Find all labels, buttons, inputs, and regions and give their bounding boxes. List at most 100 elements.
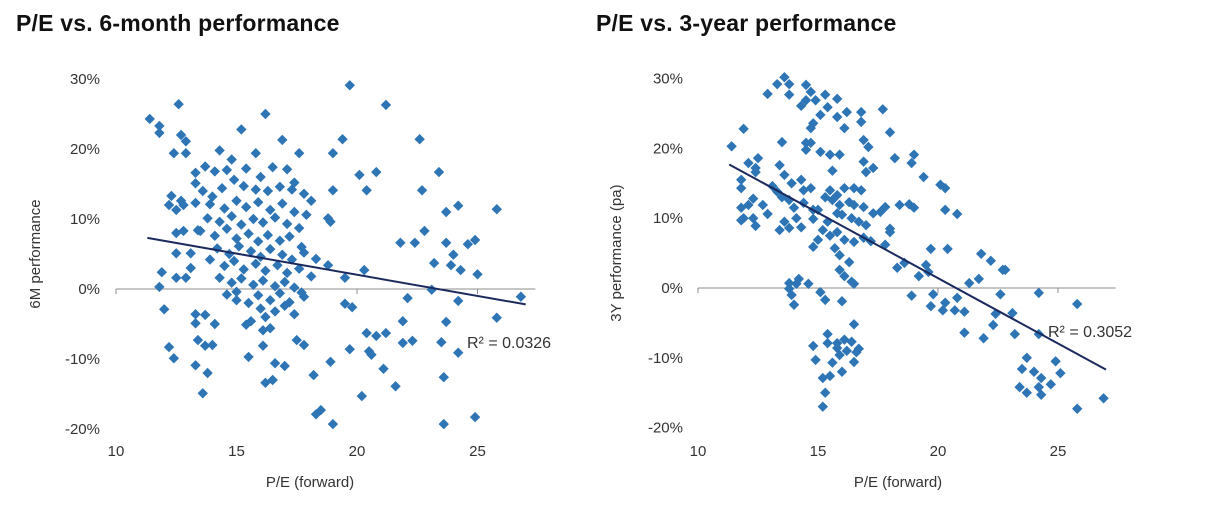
data-point (407, 335, 418, 346)
data-point (212, 243, 223, 254)
data-point (836, 209, 848, 220)
y-axis-label: 6M performance (27, 199, 44, 308)
r-squared-label: R² = 0.0326 (467, 335, 551, 352)
data-point (469, 411, 481, 423)
data-point (221, 289, 233, 300)
data-point (820, 387, 831, 398)
data-point (1014, 381, 1025, 393)
y-tick-label: -10% (648, 350, 683, 367)
x-tick-label: 15 (228, 443, 245, 460)
data-point (779, 216, 790, 227)
data-point (262, 229, 274, 241)
data-point (1021, 387, 1032, 398)
data-point (433, 166, 445, 178)
y-tick-label: -20% (65, 421, 100, 438)
data-point (279, 300, 290, 311)
chart-title-6m: P/E vs. 6-month performance (16, 10, 340, 36)
y-tick-label: 30% (70, 71, 100, 88)
data-point (841, 345, 852, 357)
data-point (267, 374, 278, 386)
data-point (832, 226, 843, 238)
data-point (738, 123, 749, 135)
data-point (784, 283, 795, 294)
data-point (808, 118, 819, 129)
data-point (824, 185, 836, 196)
data-point (154, 127, 165, 139)
data-point (180, 272, 192, 283)
data-point (380, 99, 392, 111)
data-point (1033, 381, 1044, 393)
data-point (171, 272, 182, 283)
data-point (190, 197, 201, 209)
y-tick-label: 30% (653, 71, 683, 88)
data-point (784, 89, 795, 100)
data-point (190, 360, 201, 371)
data-point (199, 340, 211, 351)
data-point (836, 366, 848, 377)
data-point (1033, 287, 1044, 299)
data-point (805, 137, 816, 149)
data-point (245, 246, 257, 257)
data-point (281, 164, 293, 175)
data-point (315, 404, 327, 416)
data-point (228, 255, 240, 267)
data-point (281, 218, 293, 230)
data-point (298, 247, 310, 258)
data-point (805, 86, 816, 98)
data-point (361, 327, 372, 339)
data-point (438, 418, 449, 430)
data-point (202, 213, 213, 224)
data-point (976, 248, 987, 259)
data-point (397, 316, 408, 327)
data-point (736, 202, 747, 213)
data-point (848, 199, 860, 211)
data-point (209, 318, 221, 330)
data-point (286, 184, 298, 195)
data-point (250, 184, 261, 195)
data-point (293, 148, 305, 159)
data-point (860, 219, 872, 231)
data-point (786, 289, 797, 301)
data-point (829, 243, 840, 254)
data-point (827, 194, 838, 206)
data-point (236, 273, 247, 284)
data-point (834, 199, 845, 211)
data-point (853, 343, 864, 354)
data-point (743, 199, 754, 211)
data-point (199, 309, 211, 321)
data-point (175, 129, 187, 141)
data-point (774, 159, 785, 171)
y-tick-label: -20% (648, 420, 683, 437)
x-tick-label: 15 (810, 443, 827, 460)
data-point (310, 253, 322, 265)
data-point (265, 243, 276, 255)
data-point (252, 236, 264, 247)
data-point (327, 148, 339, 159)
data-point (846, 276, 857, 287)
data-point (277, 249, 288, 260)
data-point (822, 337, 833, 349)
data-point (839, 122, 850, 134)
data-point (748, 213, 759, 224)
data-point (214, 272, 225, 283)
data-point (918, 171, 929, 183)
data-point (1036, 389, 1047, 400)
data-point (839, 270, 850, 282)
data-point (925, 300, 936, 312)
data-point (380, 327, 392, 339)
data-point (889, 152, 900, 164)
data-point (798, 185, 809, 196)
data-point (390, 381, 401, 392)
data-point (199, 161, 211, 172)
data-point (995, 289, 1006, 300)
data-point (308, 369, 319, 381)
data-point (185, 262, 196, 274)
data-point (269, 212, 281, 223)
data-point (428, 257, 440, 269)
data-point (306, 195, 317, 206)
data-point (291, 334, 302, 346)
data-point (1045, 379, 1056, 390)
data-point (952, 208, 963, 220)
data-point (252, 290, 264, 301)
data-point (344, 80, 355, 91)
